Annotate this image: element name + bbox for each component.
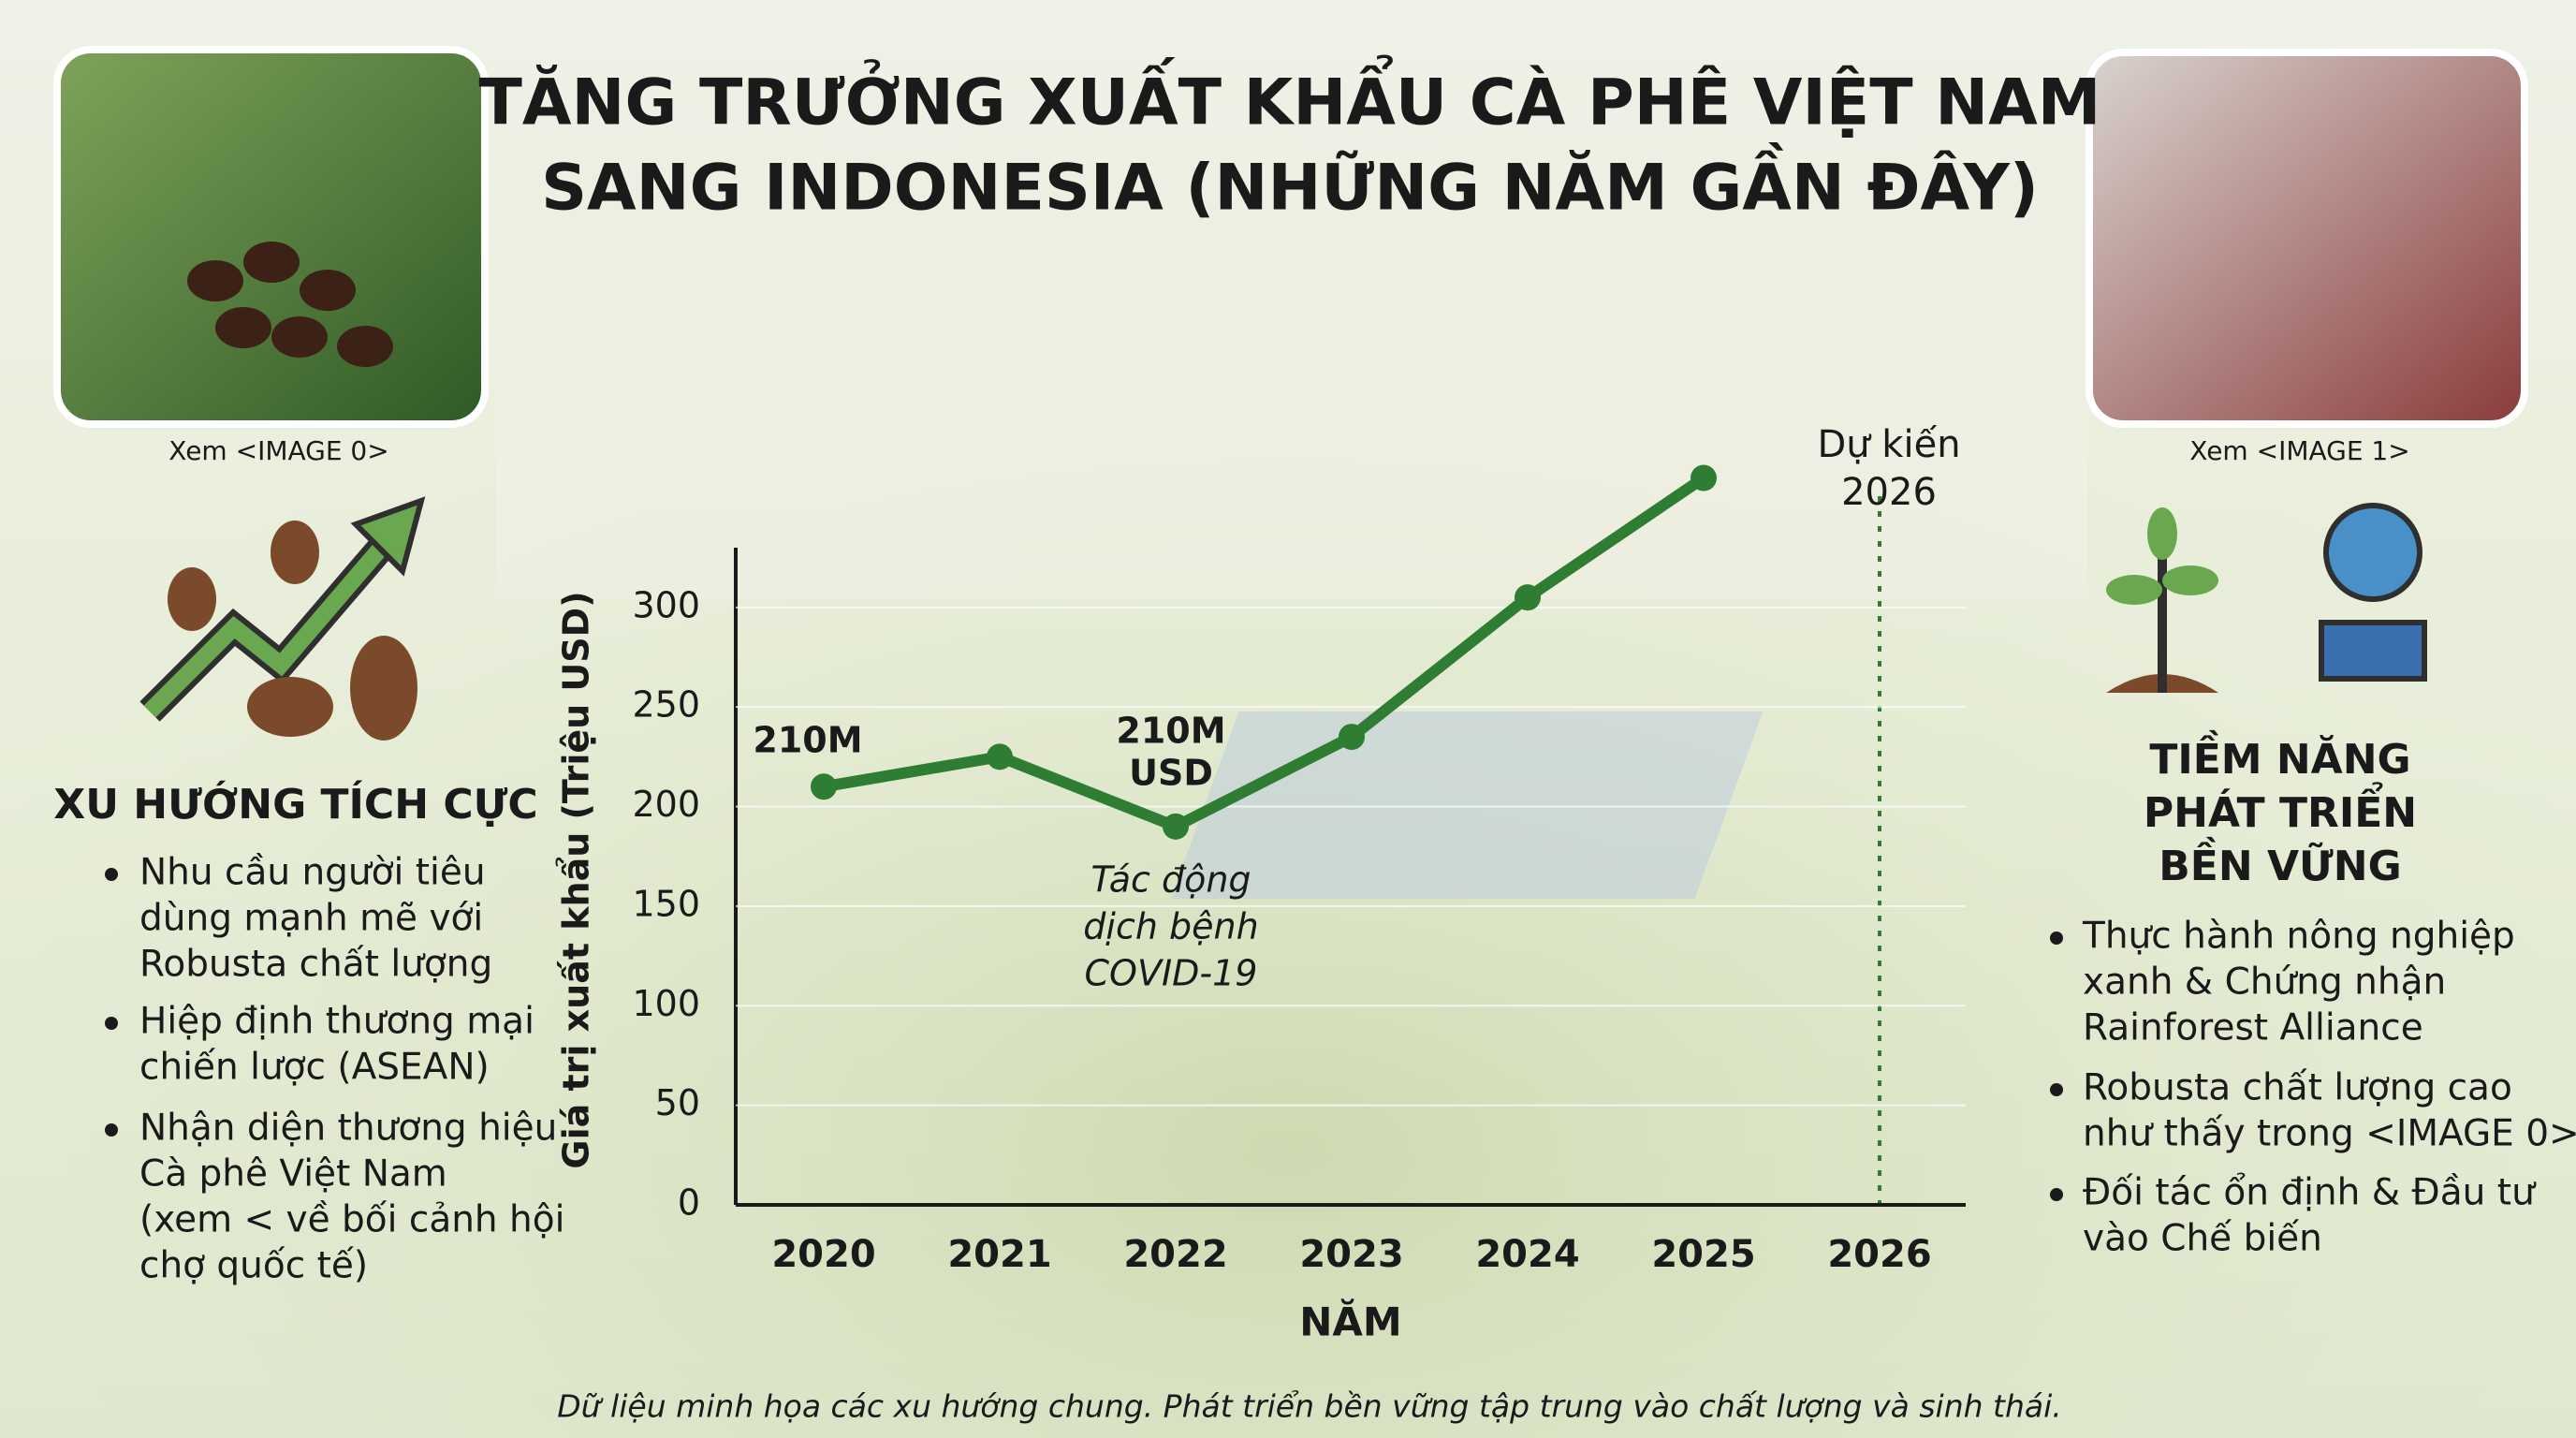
point	[1515, 584, 1541, 611]
bullet-text: (xem < về bối cảnh hội	[139, 1199, 564, 1241]
point	[1690, 464, 1717, 492]
trend-icon	[139, 496, 426, 741]
x-tick-label: 2024	[1475, 1233, 1579, 1276]
bullet-text: Robusta chất lượng cao	[2083, 1067, 2512, 1109]
annotation: USD	[1129, 753, 1213, 794]
photo-caption: Xem <IMAGE 0>	[168, 435, 388, 466]
annotation: 210M	[1116, 711, 1225, 752]
y-tick-label: 50	[655, 1082, 700, 1123]
footer: Dữ liệu minh họa các xu hướng chung. Phá…	[557, 1388, 2062, 1425]
y-axis-title: Giá trị xuất khẩu (Triệu USD)	[556, 591, 597, 1168]
bullet-text: Hiệp định thương mại	[139, 1001, 534, 1043]
bullet-text: Thực hành nông nghiệp	[2082, 916, 2515, 958]
bullet-dot	[105, 1123, 118, 1137]
annotation: Tác động	[1090, 859, 1251, 901]
trade-fair-photo	[2086, 49, 2528, 428]
annotation: COVID-19	[1085, 953, 1258, 994]
title: TĂNG TRƯỞNG XUẤT KHẨU CÀ PHÊ VIỆT NAM	[479, 55, 2101, 140]
bullet-dot	[2050, 1083, 2063, 1096]
point	[987, 743, 1013, 770]
bullet-text: chợ quốc tế)	[139, 1245, 368, 1287]
sustainability-icons	[2106, 503, 2427, 693]
y-tick-label: 0	[678, 1182, 700, 1224]
panel-heading: BỀN VỮNG	[2159, 836, 2402, 890]
panel-heading: TIỀM NĂNG	[2149, 729, 2410, 784]
bullet-dot	[2050, 932, 2063, 945]
x-axis-title: NĂM	[1299, 1299, 1401, 1345]
y-tick-label: 200	[632, 784, 700, 825]
bullet-text: Nhận diện thương hiệu	[139, 1108, 557, 1150]
line	[822, 473, 1707, 832]
bullet-dot	[105, 1017, 118, 1030]
booth-backdrop	[496, 225, 2087, 599]
annotation: dịch bệnh	[1083, 906, 1258, 947]
bullet-text: xanh & Chứng nhận	[2083, 961, 2446, 1004]
y-tick-label: 100	[632, 983, 700, 1024]
title: SANG INDONESIA (NHỮNG NĂM GẦN ĐÂY)	[541, 142, 2039, 226]
y-tick-label: 300	[632, 584, 700, 625]
bullet-text: Rainforest Alliance	[2083, 1007, 2423, 1049]
bullet-text: Robusta chất lượng	[139, 944, 492, 986]
bullet-text: vào Chế biến	[2083, 1218, 2322, 1260]
bullet-dot	[2050, 1188, 2063, 1201]
x-tick-label: 2022	[1123, 1233, 1227, 1276]
x-tick-label: 2021	[947, 1233, 1051, 1276]
x-tick-label: 2023	[1299, 1233, 1403, 1276]
beans	[187, 242, 393, 367]
y-tick-label: 150	[632, 883, 700, 924]
solar-panel	[1170, 712, 1764, 899]
bullet-text: dùng mạnh mẽ với	[139, 898, 483, 940]
photo-caption: Xem <IMAGE 1>	[2189, 435, 2409, 466]
annotation: 2026	[1841, 471, 1937, 514]
point	[811, 773, 837, 800]
bullet-text: Nhu cầu người tiêu	[139, 852, 486, 894]
coffee-beans-photo	[53, 46, 489, 428]
bullet-text: chiến lược (ASEAN)	[139, 1047, 490, 1089]
bullet-text: như thấy trong <IMAGE 0>	[2083, 1113, 2576, 1155]
panel-heading: XU HƯỚNG TÍCH CỰC	[53, 779, 537, 829]
point	[1163, 813, 1189, 840]
annotation: Dự kiến	[1817, 423, 1960, 466]
point	[1339, 724, 1365, 751]
x-tick-label: 2026	[1827, 1233, 1931, 1276]
bullet-text: Đối tác ổn định & Đầu tư	[2083, 1172, 2537, 1214]
panel-heading: PHÁT TRIỂN	[2144, 781, 2417, 837]
x-tick-label: 2020	[771, 1233, 875, 1276]
bullet-text: Cà phê Việt Nam	[139, 1153, 447, 1196]
bullet-dot	[105, 868, 118, 881]
x-tick-label: 2025	[1651, 1233, 1755, 1276]
annotation: 210M	[753, 720, 862, 761]
y-tick-label: 250	[632, 684, 700, 726]
